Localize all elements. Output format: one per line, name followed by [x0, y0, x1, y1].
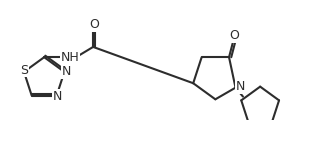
Text: O: O [230, 29, 239, 42]
Text: O: O [89, 18, 99, 31]
Text: NH: NH [60, 51, 79, 64]
Text: N: N [62, 65, 71, 78]
Text: N: N [53, 90, 62, 103]
Text: N: N [235, 81, 245, 93]
Text: S: S [20, 64, 28, 77]
